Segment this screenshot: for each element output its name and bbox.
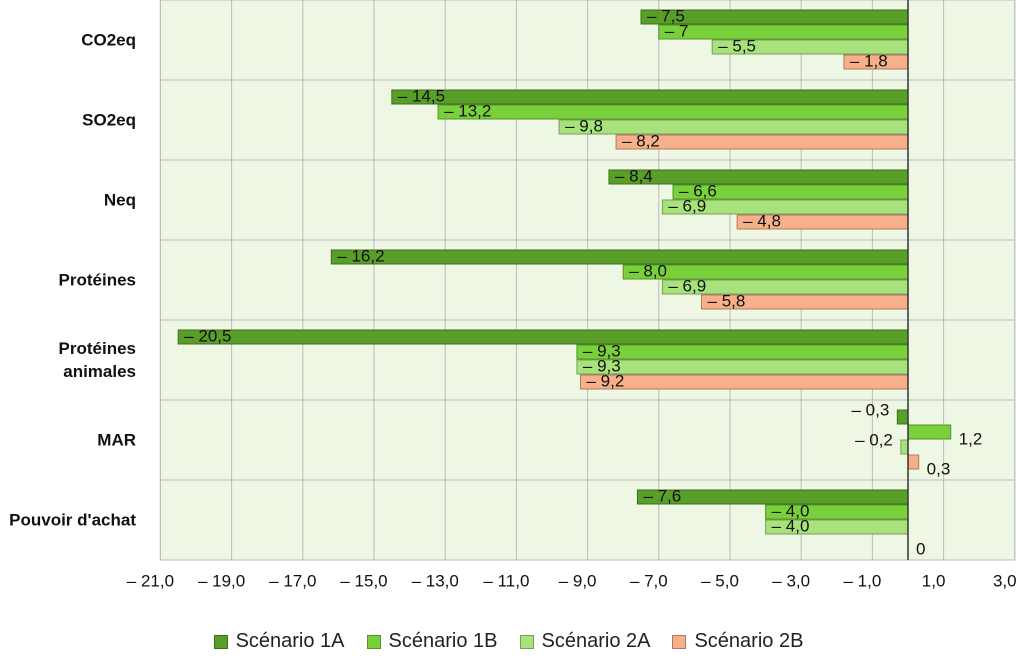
- value-label: – 6,6: [679, 181, 717, 200]
- category-label: MAR: [97, 430, 136, 450]
- legend-label: Scénario 2A: [541, 630, 651, 652]
- bar: [576, 359, 909, 375]
- x-tick-label: – 15,0: [340, 571, 387, 590]
- legend-swatch: [213, 634, 228, 649]
- value-label: – 8,2: [622, 131, 660, 150]
- x-tick-label: – 17,0: [269, 571, 316, 590]
- bar: [907, 454, 920, 470]
- category-label: Pouvoir d'achat: [9, 510, 136, 530]
- bar: [658, 24, 909, 40]
- value-label: – 7,5: [647, 6, 685, 25]
- x-tick-label: – 21,0: [127, 571, 174, 590]
- x-tick-label: – 7,0: [630, 571, 668, 590]
- value-label: – 14,5: [398, 86, 445, 105]
- bar: [177, 329, 909, 345]
- legend-item: Scénario 1A: [213, 630, 345, 653]
- legend-swatch: [519, 634, 534, 649]
- legend-label: Scénario 1A: [235, 630, 345, 652]
- bar: [558, 119, 909, 135]
- legend-item: Scénario 2B: [672, 630, 803, 653]
- category-label: Protéines animales: [58, 339, 136, 381]
- legend-label: Scénario 1B: [388, 630, 498, 652]
- legend-item: Scénario 1B: [366, 630, 498, 653]
- value-label: – 8,0: [629, 261, 667, 280]
- value-label: – 1,8: [850, 51, 888, 70]
- x-tick-label: – 11,0: [483, 571, 529, 590]
- value-label: 0,3: [927, 459, 951, 478]
- category-label: Protéines: [58, 270, 136, 290]
- legend: Scénario 1A Scénario 1B Scénario 2A Scénari…: [0, 630, 1017, 653]
- category-label: Neq: [103, 190, 136, 210]
- value-label: – 6,9: [668, 196, 706, 215]
- value-label: – 4,0: [772, 501, 810, 520]
- bar: [900, 439, 909, 455]
- value-label: – 7: [665, 21, 689, 40]
- value-label: – 7,6: [643, 486, 681, 505]
- category-label: CO2eq: [81, 30, 136, 50]
- value-label: – 0,2: [855, 430, 893, 449]
- category-label: SO2eq: [82, 110, 136, 130]
- value-label: – 4,0: [772, 516, 810, 535]
- x-tick-label: – 3,0: [772, 571, 810, 590]
- legend-item: Scénario 2A: [519, 630, 651, 653]
- value-label: – 16,2: [337, 246, 384, 265]
- x-tick-label: – 9,0: [559, 571, 597, 590]
- value-label: – 20,5: [184, 326, 231, 345]
- value-label: 0: [916, 539, 925, 558]
- x-tick-label: – 13,0: [412, 571, 459, 590]
- bar: [608, 169, 909, 185]
- value-label: – 8,4: [615, 166, 653, 185]
- x-tick-label: 1,0: [922, 571, 946, 590]
- value-label: – 9,8: [565, 116, 603, 135]
- value-label: – 6,9: [668, 276, 706, 295]
- legend-label: Scénario 2B: [694, 630, 804, 652]
- value-label: – 9,2: [586, 371, 624, 390]
- bar: [579, 374, 909, 390]
- bar: [576, 344, 909, 360]
- value-label: – 4,8: [743, 211, 781, 230]
- x-tick-label: – 5,0: [701, 571, 739, 590]
- value-label: – 5,5: [718, 36, 756, 55]
- x-tick-label: – 1,0: [843, 571, 881, 590]
- value-label: – 13,2: [444, 101, 491, 120]
- bar: [437, 104, 909, 120]
- bar: [330, 249, 909, 265]
- x-tick-label: – 19,0: [198, 571, 245, 590]
- value-label: – 9,3: [583, 341, 621, 360]
- value-label: – 5,8: [708, 291, 746, 310]
- value-label: – 0,3: [852, 400, 890, 419]
- value-label: – 9,3: [583, 356, 621, 375]
- bar: [896, 409, 909, 425]
- x-tick-label: 3,0: [993, 571, 1017, 590]
- legend-swatch: [366, 634, 381, 649]
- bar: [907, 424, 952, 440]
- value-label: 1,2: [959, 429, 983, 448]
- legend-swatch: [672, 634, 687, 649]
